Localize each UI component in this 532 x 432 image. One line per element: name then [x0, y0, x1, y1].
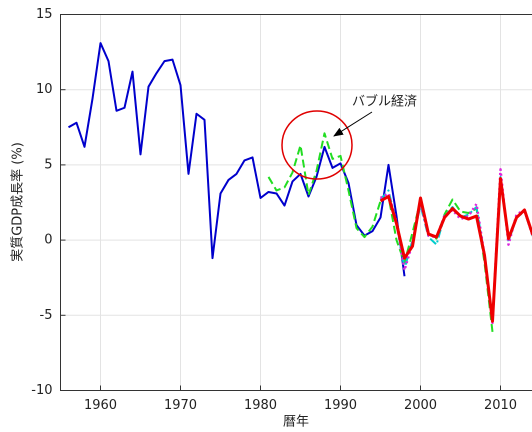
axes-frame [60, 14, 532, 391]
y-tick-label: -10 [31, 383, 52, 398]
highlight-circle [281, 110, 353, 180]
series-line [379, 175, 532, 323]
y-tick-label: 0 [44, 233, 52, 248]
x-tick-label: 1980 [244, 398, 277, 413]
annotation-text: バブル経済 [352, 94, 417, 110]
y-tick-label: 5 [44, 157, 52, 172]
series-group [68, 42, 532, 332]
series-line [68, 42, 406, 277]
x-tick-label: 1960 [84, 398, 117, 413]
x-axis-label: 暦年 [283, 415, 309, 430]
y-tick-label: -5 [40, 308, 53, 323]
y-axis-label: 実質GDP成長率 (%) [10, 142, 26, 262]
series-line [267, 132, 494, 332]
x-tick-label: 1970 [164, 398, 197, 413]
x-tick-label: 2000 [404, 398, 437, 413]
series-line [379, 176, 532, 323]
x-tick-label: 1990 [324, 398, 357, 413]
y-tick-label: 15 [36, 7, 53, 22]
annotation-arrow [333, 111, 373, 137]
x-tick-label: 2010 [484, 398, 517, 413]
y-tick-label: 10 [36, 82, 53, 97]
